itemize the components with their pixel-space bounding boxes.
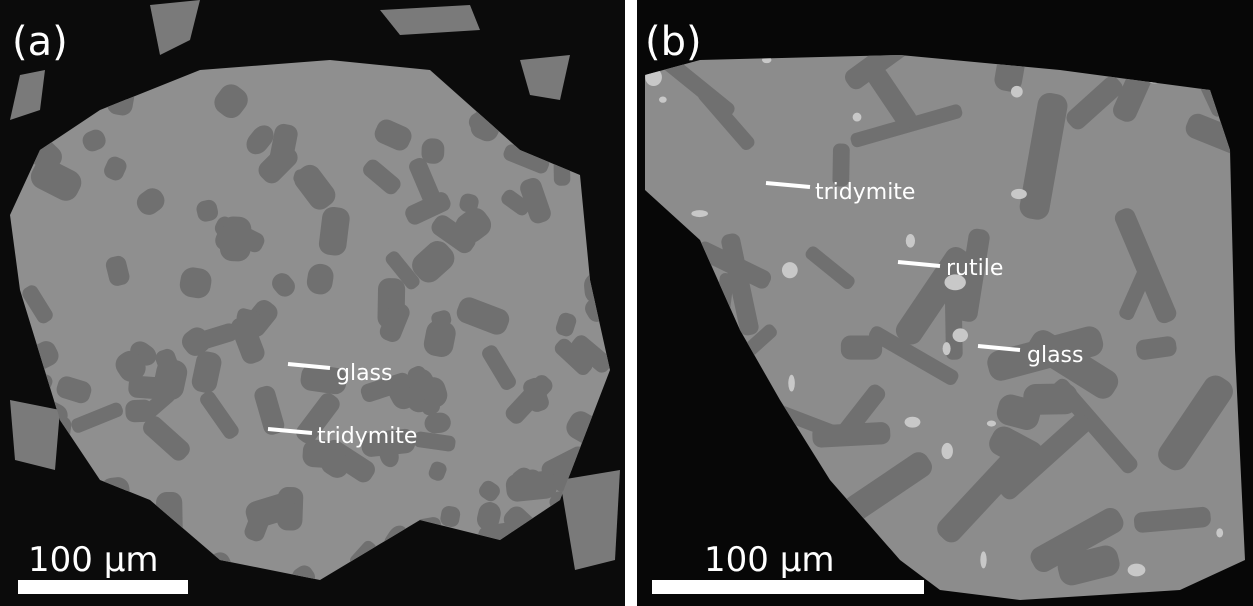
crystal (421, 138, 445, 164)
scale-bar-label: 100 μm (28, 540, 158, 580)
annotation: tridymite (317, 424, 417, 449)
crystal (841, 336, 882, 360)
bright-grain (980, 551, 986, 568)
scale-bar (652, 580, 924, 594)
bright-grain (942, 443, 953, 459)
annotation: tridymite (815, 180, 915, 205)
annotation: glass (336, 361, 392, 386)
bright-grain (1011, 189, 1027, 199)
crystal (125, 399, 153, 422)
bright-grain (691, 210, 708, 217)
bright-grain (905, 417, 921, 428)
bright-grain (1011, 86, 1023, 98)
bright-grain (853, 113, 862, 122)
bright-grain (788, 375, 795, 392)
bright-grain (906, 234, 915, 248)
scale-bar-label: 100 μm (704, 540, 834, 580)
annotation: rutile (946, 256, 1003, 281)
bright-grain (1128, 564, 1146, 577)
bright-grain (953, 328, 968, 342)
bright-grain (1216, 528, 1223, 537)
annotation: glass (1027, 343, 1083, 368)
crystal (128, 375, 170, 400)
bright-grain (987, 421, 996, 427)
bright-grain (943, 342, 951, 355)
fragment (10, 400, 60, 470)
bright-grain (659, 96, 667, 102)
panel-label: (a) (12, 19, 68, 65)
figure: (a) glass tridymite 100 μm (b) tridymite… (0, 0, 1253, 606)
scale-bar (18, 580, 188, 594)
panel-label: (b) (645, 19, 702, 65)
bright-grain (782, 262, 798, 278)
page: (a) glass tridymite 100 μm (b) tridymite… (0, 0, 1253, 606)
